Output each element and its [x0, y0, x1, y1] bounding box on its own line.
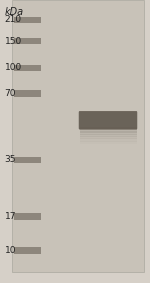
Text: 10: 10 [4, 246, 16, 255]
Text: 100: 100 [4, 63, 22, 72]
FancyBboxPatch shape [14, 38, 40, 44]
FancyBboxPatch shape [14, 90, 40, 97]
FancyBboxPatch shape [80, 129, 136, 132]
FancyBboxPatch shape [14, 247, 40, 254]
Text: 35: 35 [4, 155, 16, 164]
FancyBboxPatch shape [79, 111, 137, 130]
Text: 70: 70 [4, 89, 16, 98]
FancyBboxPatch shape [80, 136, 136, 140]
Text: 150: 150 [4, 37, 22, 46]
FancyBboxPatch shape [80, 127, 136, 130]
Text: kDa: kDa [4, 7, 24, 17]
Text: 17: 17 [4, 212, 16, 221]
FancyBboxPatch shape [12, 0, 144, 272]
FancyBboxPatch shape [80, 131, 136, 135]
FancyBboxPatch shape [14, 65, 40, 71]
FancyBboxPatch shape [14, 213, 40, 220]
FancyBboxPatch shape [80, 134, 136, 137]
Text: 210: 210 [4, 15, 22, 24]
FancyBboxPatch shape [14, 17, 40, 23]
FancyBboxPatch shape [14, 157, 40, 163]
